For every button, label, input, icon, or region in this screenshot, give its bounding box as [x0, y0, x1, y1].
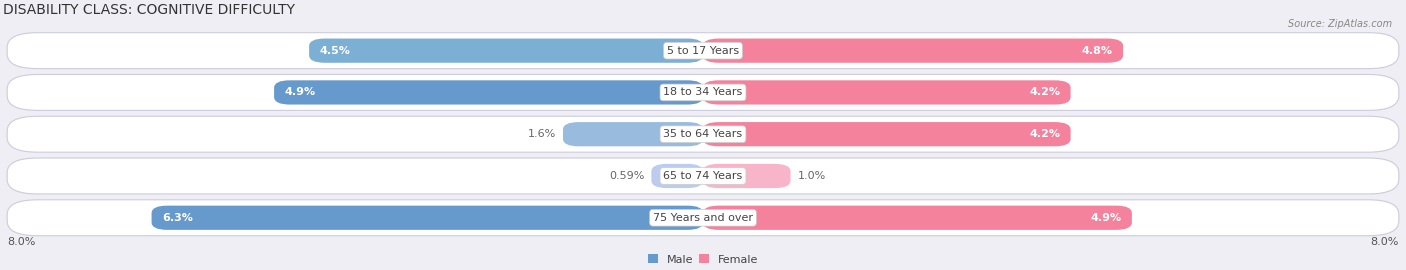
- Text: 4.9%: 4.9%: [1090, 213, 1122, 223]
- FancyBboxPatch shape: [703, 164, 790, 188]
- FancyBboxPatch shape: [7, 200, 1399, 236]
- FancyBboxPatch shape: [7, 33, 1399, 69]
- Text: Source: ZipAtlas.com: Source: ZipAtlas.com: [1288, 19, 1392, 29]
- Text: 4.2%: 4.2%: [1029, 87, 1060, 97]
- FancyBboxPatch shape: [7, 158, 1399, 194]
- Text: 4.8%: 4.8%: [1081, 46, 1112, 56]
- FancyBboxPatch shape: [703, 39, 1123, 63]
- FancyBboxPatch shape: [152, 206, 703, 230]
- Text: DISABILITY CLASS: COGNITIVE DIFFICULTY: DISABILITY CLASS: COGNITIVE DIFFICULTY: [3, 3, 295, 17]
- FancyBboxPatch shape: [703, 122, 1070, 146]
- FancyBboxPatch shape: [309, 39, 703, 63]
- FancyBboxPatch shape: [7, 75, 1399, 110]
- Text: 4.2%: 4.2%: [1029, 129, 1060, 139]
- Text: 35 to 64 Years: 35 to 64 Years: [664, 129, 742, 139]
- Legend: Male, Female: Male, Female: [644, 250, 762, 269]
- Text: 4.9%: 4.9%: [284, 87, 316, 97]
- Text: 18 to 34 Years: 18 to 34 Years: [664, 87, 742, 97]
- Text: 5 to 17 Years: 5 to 17 Years: [666, 46, 740, 56]
- FancyBboxPatch shape: [274, 80, 703, 104]
- Text: 4.5%: 4.5%: [319, 46, 350, 56]
- FancyBboxPatch shape: [703, 80, 1070, 104]
- FancyBboxPatch shape: [703, 206, 1132, 230]
- FancyBboxPatch shape: [562, 122, 703, 146]
- Text: 0.59%: 0.59%: [609, 171, 644, 181]
- FancyBboxPatch shape: [651, 164, 703, 188]
- Text: 1.0%: 1.0%: [797, 171, 825, 181]
- Text: 8.0%: 8.0%: [1371, 237, 1399, 247]
- Text: 65 to 74 Years: 65 to 74 Years: [664, 171, 742, 181]
- Text: 1.6%: 1.6%: [527, 129, 555, 139]
- Text: 6.3%: 6.3%: [162, 213, 193, 223]
- Text: 75 Years and over: 75 Years and over: [652, 213, 754, 223]
- FancyBboxPatch shape: [7, 116, 1399, 152]
- Text: 8.0%: 8.0%: [7, 237, 35, 247]
